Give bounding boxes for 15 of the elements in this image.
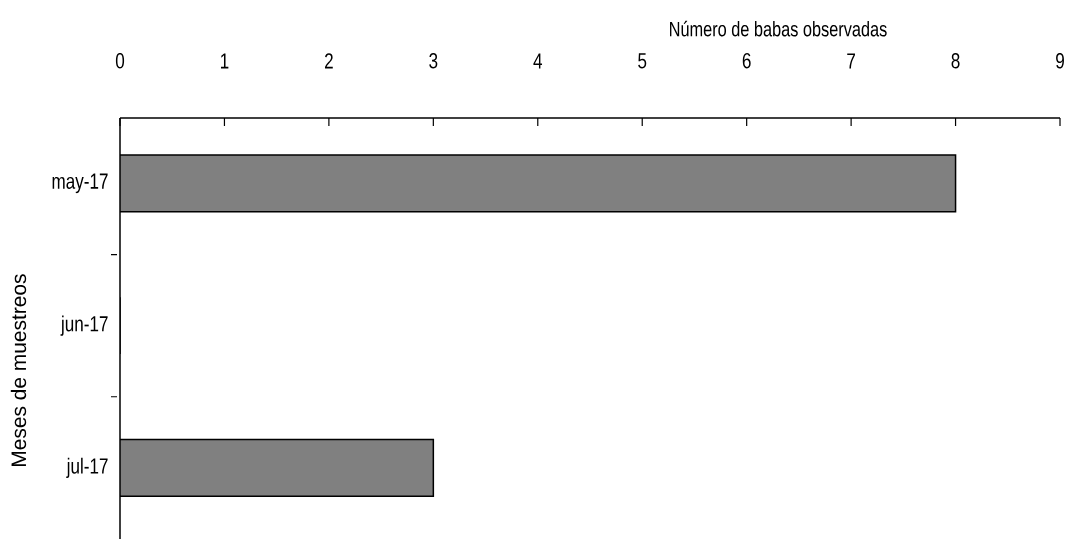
x-tick-label: 4 <box>533 53 543 69</box>
x-tick-label: 9 <box>1056 52 1064 69</box>
x-tick-label: 6 <box>742 52 751 69</box>
x-tick-label: 7 <box>847 53 855 69</box>
x-tick-label: 3 <box>429 52 438 69</box>
y-tick-label: jun-17 <box>60 315 108 336</box>
x-tick-label: 2 <box>325 53 333 69</box>
y-axis-title: Meses de muestreos <box>10 274 27 466</box>
y-tick-label: may-17 <box>52 173 108 194</box>
x-axis-title: Número de babas observadas <box>670 20 887 37</box>
y-tick-label: jul-17 <box>66 457 108 479</box>
x-tick-label: 1 <box>220 53 229 69</box>
x-tick-label: 8 <box>951 52 960 69</box>
x-tick-label: 5 <box>638 53 647 69</box>
x-tick-label: 0 <box>115 52 125 69</box>
